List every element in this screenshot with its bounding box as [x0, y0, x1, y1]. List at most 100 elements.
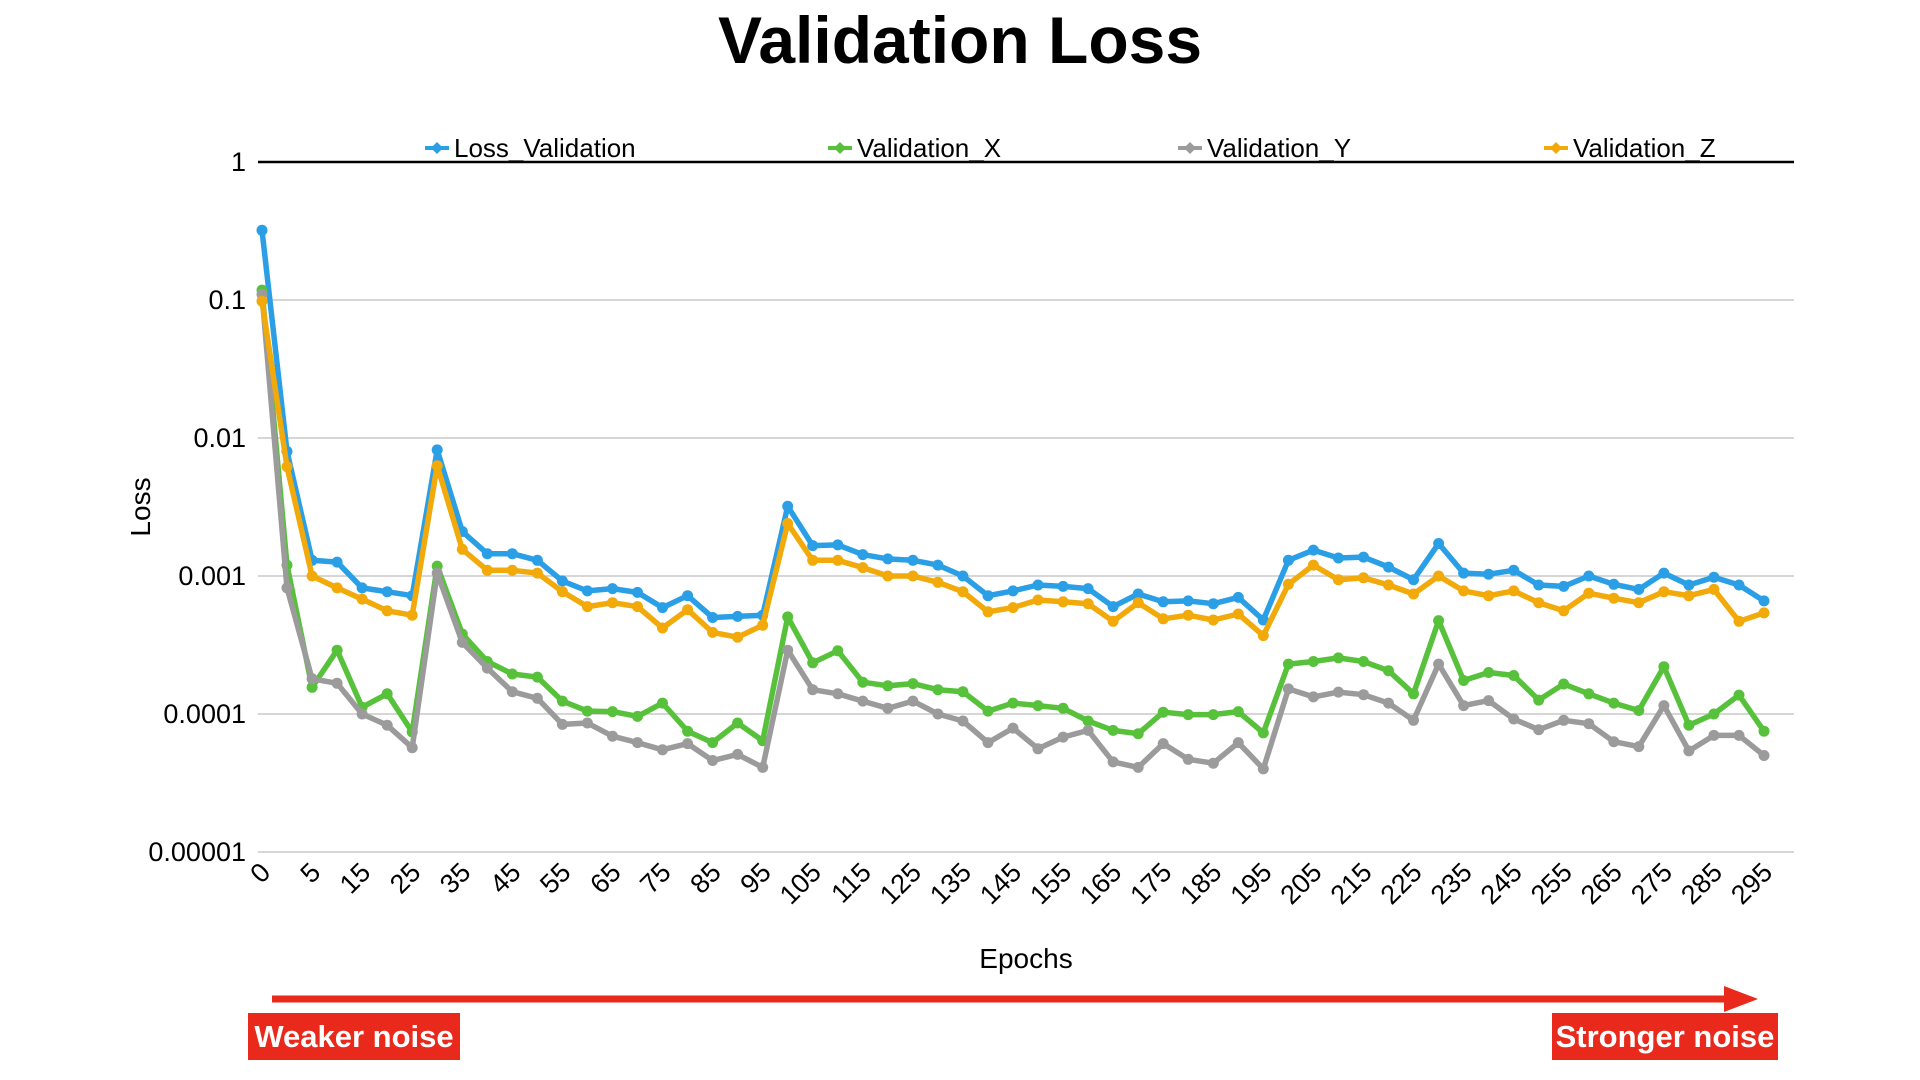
data-point	[1157, 596, 1169, 608]
data-point	[1683, 719, 1695, 731]
data-point	[1332, 574, 1344, 586]
data-point	[1007, 697, 1019, 709]
series-line	[259, 287, 1767, 746]
data-point	[1132, 588, 1144, 600]
data-point	[1408, 574, 1419, 586]
data-point	[1758, 750, 1770, 761]
data-point	[932, 708, 944, 720]
x-tick-label: 195	[1224, 857, 1277, 910]
data-point	[1383, 665, 1394, 677]
data-point	[481, 548, 493, 560]
data-point	[1007, 602, 1019, 614]
data-point	[657, 744, 668, 756]
data-point	[1257, 727, 1269, 739]
x-tick-label: 65	[584, 857, 626, 899]
legend-marker-icon	[1550, 142, 1562, 154]
x-tick-label: 95	[734, 857, 776, 899]
data-point	[1232, 608, 1244, 620]
data-point	[1082, 724, 1094, 736]
data-point	[1708, 729, 1720, 741]
data-point	[1257, 630, 1269, 642]
data-point	[281, 461, 293, 473]
data-point	[1332, 686, 1344, 698]
x-tick-label: 205	[1275, 857, 1328, 910]
data-point	[1708, 583, 1720, 595]
data-point	[732, 631, 744, 643]
data-point	[1207, 614, 1219, 626]
data-point	[1207, 598, 1219, 610]
data-point	[932, 684, 944, 696]
x-tick-label: 285	[1675, 857, 1728, 910]
data-point	[1433, 570, 1445, 582]
data-point	[281, 582, 293, 594]
series-Loss_Validation	[256, 224, 1770, 626]
data-point	[907, 554, 919, 566]
data-point	[1282, 554, 1294, 566]
data-point	[1533, 724, 1545, 736]
data-point	[356, 708, 368, 720]
x-tick-label: 295	[1725, 857, 1778, 910]
data-point	[1157, 738, 1169, 750]
data-point	[782, 611, 794, 623]
noise-arrow-head-icon	[1724, 986, 1758, 1012]
data-point	[1408, 588, 1419, 600]
x-tick-label: 115	[825, 857, 877, 909]
data-point	[1508, 713, 1520, 725]
data-point	[556, 586, 568, 598]
data-point	[256, 224, 268, 236]
x-tick-label: 155	[1024, 857, 1077, 910]
data-point	[632, 710, 643, 722]
data-point	[882, 553, 894, 565]
data-point	[1358, 551, 1369, 563]
data-point	[1533, 579, 1545, 591]
x-tick-label: 185	[1174, 857, 1227, 910]
data-point	[1483, 590, 1495, 602]
data-point	[657, 697, 668, 709]
data-point	[832, 539, 844, 551]
data-point	[1758, 725, 1770, 737]
data-point	[932, 559, 944, 571]
data-point	[256, 295, 268, 307]
data-point	[807, 684, 819, 696]
data-point	[531, 567, 543, 579]
data-point	[882, 570, 894, 582]
data-point	[782, 500, 794, 512]
data-point	[1282, 658, 1294, 670]
data-point	[1207, 709, 1219, 721]
data-point	[556, 695, 568, 707]
data-point	[1358, 689, 1369, 701]
data-point	[1383, 697, 1394, 709]
data-point	[1558, 605, 1570, 617]
data-point	[1232, 591, 1244, 603]
data-point	[882, 680, 894, 692]
data-point	[1332, 552, 1344, 564]
data-point	[1483, 695, 1495, 707]
x-tick-label: 85	[684, 857, 726, 899]
data-point	[381, 688, 393, 700]
data-point	[581, 585, 593, 597]
data-point	[506, 686, 518, 698]
data-point	[1307, 559, 1319, 571]
data-point	[1383, 561, 1394, 573]
x-tick-label: 225	[1375, 857, 1428, 910]
data-point	[1633, 583, 1645, 595]
data-point	[1383, 579, 1394, 591]
data-point	[1232, 706, 1244, 718]
data-point	[481, 662, 493, 674]
data-point	[1458, 675, 1470, 686]
data-point	[1683, 579, 1695, 591]
data-point	[1608, 697, 1620, 709]
data-point	[506, 564, 518, 576]
data-point	[832, 688, 844, 700]
data-point	[1683, 745, 1695, 757]
legend-entry-Loss_Validation: Loss_Validation	[425, 133, 636, 163]
data-point	[1157, 613, 1169, 625]
data-point	[1332, 652, 1344, 664]
data-point	[381, 605, 393, 617]
data-point	[732, 748, 744, 760]
data-point	[857, 549, 869, 561]
data-point	[1733, 729, 1745, 741]
data-point	[306, 570, 318, 582]
data-point	[331, 582, 343, 594]
